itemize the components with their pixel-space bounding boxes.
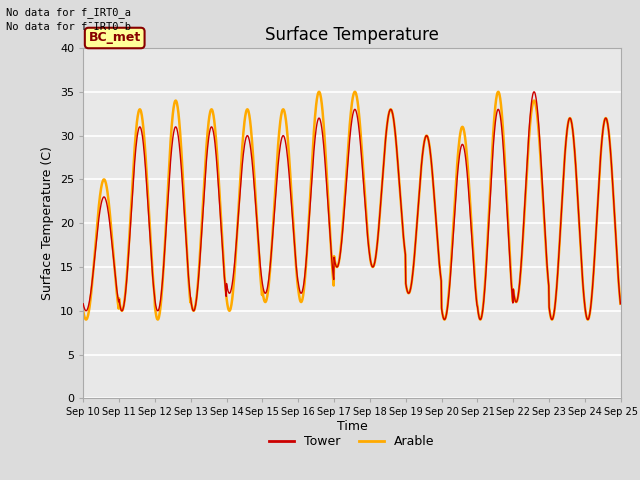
Text: No data for f_IRT0_a: No data for f_IRT0_a <box>6 7 131 18</box>
Text: BC_met: BC_met <box>88 32 141 45</box>
X-axis label: Time: Time <box>337 420 367 433</box>
Title: Surface Temperature: Surface Temperature <box>265 25 439 44</box>
Legend: Tower, Arable: Tower, Arable <box>269 435 435 448</box>
Text: No data for f¯IRT0¯b: No data for f¯IRT0¯b <box>6 22 131 32</box>
Y-axis label: Surface Temperature (C): Surface Temperature (C) <box>42 146 54 300</box>
